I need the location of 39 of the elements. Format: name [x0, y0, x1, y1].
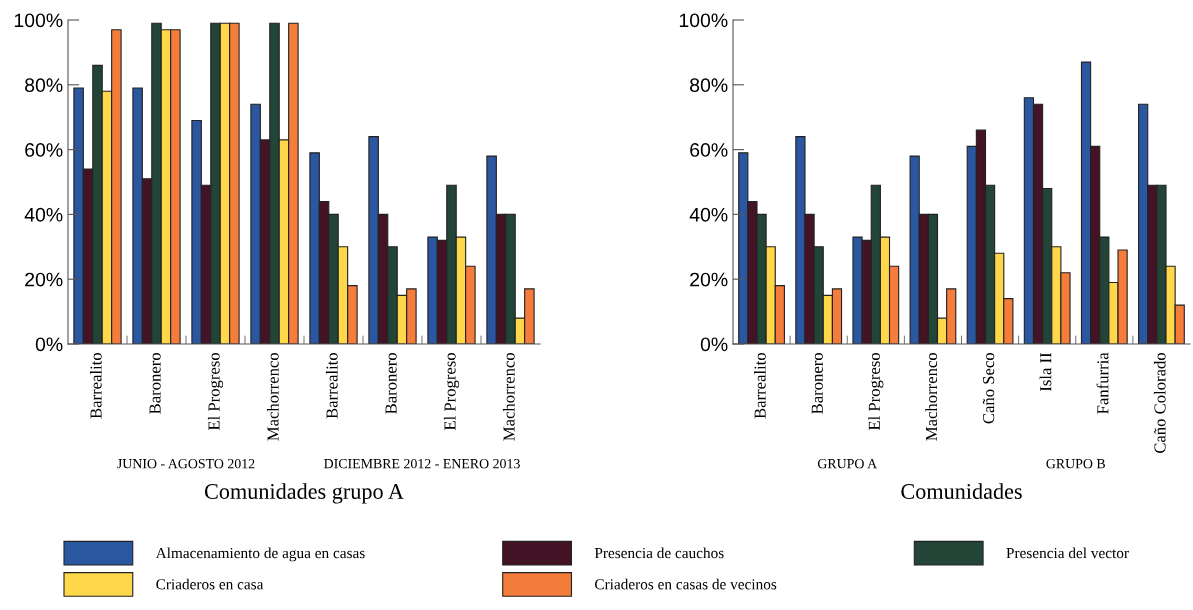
y-tick-label: 20% [25, 272, 63, 287]
x-tick-label: Fanfurria [1096, 352, 1109, 414]
legend-label: Presencia de cauchos [594, 547, 724, 559]
y-tick-label: 20% [690, 272, 728, 287]
x-tick-label: Baronero [149, 352, 161, 414]
x-tick-label: Machorrenco [266, 352, 279, 441]
x-tick-label: El Progreso [207, 352, 224, 431]
x-axis-title: Comunidades [901, 483, 1022, 499]
x-axis-title: Comunidades grupo A [204, 483, 404, 504]
x-tick-label: Baronero [385, 352, 397, 414]
y-tick-label: 80% [690, 78, 728, 93]
y-tick-label: 0% [700, 337, 728, 352]
x-tick-label: Barrealito [325, 352, 338, 419]
legend-label: Criaderos en casas de vecinos [595, 578, 777, 590]
text: JUNIO - AGOSTO 2012 [117, 458, 255, 469]
x-tick-label: Baronero [811, 352, 823, 414]
legend-label: Presencia del vector [1006, 547, 1129, 559]
legend-label: Criaderos en casa [156, 578, 264, 590]
text: DICIEMBRE 2012 - ENERO 2013 [324, 458, 520, 469]
x-tick-label: El Progreso [868, 352, 884, 431]
y-tick-label: 40% [689, 207, 728, 222]
y-tick-label: 100% [14, 13, 63, 28]
y-tick-label: 60% [25, 143, 63, 157]
text: GRUPO A [817, 458, 878, 469]
y-tick-label: 80% [25, 78, 63, 93]
y-tick-label: 100% [679, 13, 728, 28]
y-tick-label: 40% [24, 207, 63, 222]
x-tick-label: Barrealito [754, 352, 766, 419]
x-tick-label: Isla II [1039, 352, 1052, 392]
x-tick-label: El Progreso [443, 352, 460, 431]
y-tick-label: 0% [35, 337, 63, 352]
x-tick-label: Caño Colorado [1153, 352, 1166, 454]
legend-label: Almacenamiento de agua en casas [155, 547, 365, 562]
text: GRUPO B [1046, 458, 1105, 469]
y-tick-label: 60% [690, 143, 728, 157]
x-tick-label: Machorrenco [925, 352, 938, 441]
x-tick-label: Machorrenco [502, 352, 515, 441]
x-tick-label: Caño Seco [982, 352, 995, 424]
x-tick-label: Barrealito [89, 352, 102, 419]
